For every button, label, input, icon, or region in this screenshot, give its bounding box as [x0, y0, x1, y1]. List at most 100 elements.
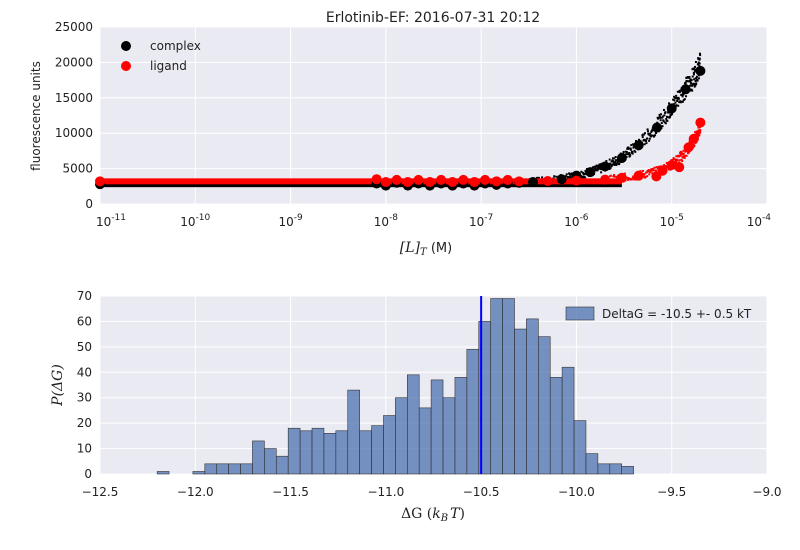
point-ligand: [600, 174, 611, 185]
cloud-mark-complex: [663, 121, 666, 124]
cloud-mark-complex: [695, 75, 698, 78]
binding-x-tick-label: 10-4: [747, 213, 772, 229]
cloud-mark-complex: [600, 171, 603, 174]
point-ligand: [502, 174, 513, 185]
cloud-mark-complex: [658, 113, 661, 116]
binding-x-tick-label: 10-5: [660, 213, 684, 229]
cloud-mark-complex: [610, 160, 613, 163]
cloud-mark-ligand: [675, 155, 678, 158]
cloud-mark-complex: [646, 137, 649, 140]
point-ligand: [436, 174, 447, 185]
histogram-legend: DeltaG = -10.5 +- 0.5 kT: [565, 306, 752, 321]
cloud-mark-complex: [599, 168, 602, 171]
cloud-mark-complex: [676, 99, 679, 102]
cloud-mark-complex: [680, 93, 683, 96]
cloud-mark-complex: [677, 97, 680, 100]
cloud-mark-ligand: [649, 169, 652, 172]
point-ligand: [480, 174, 491, 185]
cloud-mark-complex: [580, 170, 583, 173]
histogram-bar: [609, 463, 622, 475]
cloud-mark-complex: [681, 93, 684, 96]
cloud-mark-complex: [627, 147, 630, 150]
histogram-bar: [418, 407, 432, 475]
cloud-mark-ligand: [699, 129, 702, 132]
cloud-mark-complex: [690, 82, 693, 85]
histogram-bar: [395, 397, 408, 475]
legend-marker-ligand: [121, 61, 131, 71]
cloud-mark-ligand: [698, 134, 701, 137]
cloud-mark-complex: [568, 173, 571, 176]
cloud-mark-ligand: [649, 171, 652, 174]
cloud-mark-complex: [684, 81, 687, 84]
cloud-mark-complex: [669, 115, 672, 118]
histogram-x-axis-close: ): [459, 506, 464, 522]
histogram-bar: [466, 349, 480, 475]
cloud-mark-complex: [598, 163, 601, 166]
cloud-mark-complex: [613, 163, 616, 166]
cloud-mark-complex: [593, 165, 596, 168]
cloud-mark-ligand: [645, 171, 648, 174]
cloud-mark-complex: [689, 78, 692, 81]
cloud-mark-complex: [676, 90, 679, 93]
histogram-bar: [228, 463, 241, 475]
cloud-mark-complex: [678, 89, 681, 92]
histogram-bar: [299, 430, 313, 475]
point-ligand: [380, 177, 391, 188]
histogram-bar: [573, 420, 587, 475]
binding-x-axis-subscript: T: [420, 247, 428, 258]
cloud-mark-complex: [649, 132, 652, 135]
cloud-mark-complex: [629, 148, 632, 151]
cloud-mark-complex: [664, 111, 667, 114]
cloud-mark-complex: [693, 68, 696, 71]
cloud-mark-complex: [677, 104, 680, 107]
cloud-mark-complex: [625, 153, 628, 156]
point-complex: [556, 174, 567, 185]
point-ligand: [571, 175, 582, 186]
binding-x-axis-title: [L]T (M): [400, 240, 452, 258]
histogram-bar: [240, 463, 253, 475]
binding-x-tick-label: 10-10: [180, 213, 210, 229]
cloud-mark-complex: [541, 176, 544, 179]
cloud-mark-complex: [568, 176, 571, 179]
point-ligand: [402, 177, 413, 188]
histogram-bar: [454, 377, 468, 475]
cloud-mark-complex: [595, 169, 598, 172]
histogram-bar: [406, 374, 420, 475]
cloud-mark-complex: [645, 139, 648, 142]
cloud-mark-complex: [655, 131, 658, 134]
histogram-y-tick-label: 20: [77, 416, 92, 430]
cloud-mark-complex: [682, 93, 685, 96]
cloud-mark-complex: [673, 99, 676, 102]
cloud-mark-complex: [698, 52, 701, 55]
cloud-mark-complex: [693, 78, 696, 81]
histogram-bar: [502, 298, 515, 475]
cloud-mark-complex: [661, 125, 664, 128]
point-ligand: [633, 170, 644, 181]
cloud-mark-complex: [643, 143, 646, 146]
binding-y-tick-label: 15000: [55, 91, 93, 105]
point-ligand: [424, 177, 435, 188]
cloud-mark-complex: [629, 147, 632, 150]
binding-y-tick-label: 5000: [62, 162, 93, 176]
cloud-mark-complex: [581, 171, 584, 174]
histogram-x-tick-label: −10.5: [463, 485, 500, 499]
cloud-mark-complex: [537, 176, 540, 179]
binding-x-tick-labels: 10-11 10-10 10-9 10-8 10-7 10-6 10-5 10-4: [96, 213, 771, 229]
histogram-bar: [275, 455, 289, 475]
histogram-bar: [311, 427, 325, 475]
cloud-mark-complex: [649, 135, 652, 138]
cloud-mark-complex: [698, 64, 701, 67]
cloud-mark-complex: [650, 129, 653, 132]
histogram-bar: [335, 430, 349, 475]
histogram-y-tick-label: 40: [77, 365, 92, 379]
cloud-mark-complex: [615, 159, 618, 162]
cloud-mark-complex: [694, 70, 697, 73]
cloud-mark-ligand: [665, 166, 668, 169]
histogram-x-tick-label: −11.0: [367, 485, 404, 499]
cloud-mark-complex: [628, 152, 631, 155]
cloud-mark-complex: [696, 79, 699, 82]
cloud-mark-complex: [679, 100, 682, 103]
cloud-mark-complex: [608, 158, 611, 161]
cloud-mark-ligand: [682, 149, 685, 152]
